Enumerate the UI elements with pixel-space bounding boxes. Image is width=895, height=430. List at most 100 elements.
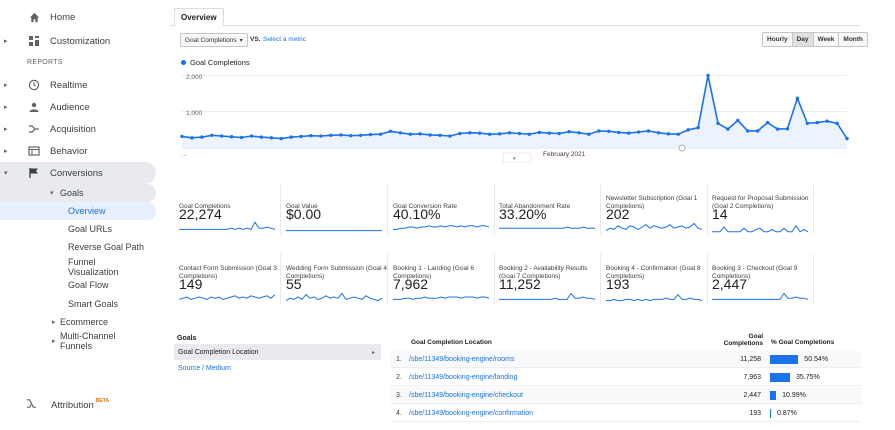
scorecard[interactable]: Request for Proposal Submission (Goal 2 … <box>712 180 816 240</box>
data-point <box>259 135 264 139</box>
nav-audience[interactable]: ▸ Audience <box>0 96 156 118</box>
scorecard[interactable]: Goal Value $0.00 <box>286 180 390 240</box>
nav-multichannel[interactable]: ▸ Multi-Channel Funnels <box>0 331 156 351</box>
hourly-button[interactable]: Hourly <box>763 33 792 46</box>
scorecard[interactable]: Booking 4 - Confirmation (Goal 8 Complet… <box>606 250 710 310</box>
sparkline <box>286 292 382 302</box>
nav-multichannel-label: Multi-Channel Funnels <box>60 331 116 351</box>
chevron-right-icon: ▸ <box>4 104 8 111</box>
data-point <box>408 132 412 136</box>
scorecard[interactable]: Booking 3 - Checkout (Goal 9 Completions… <box>712 250 816 310</box>
scorecard[interactable]: Booking 1 - Landing (Goal 6 Completions)… <box>393 250 497 310</box>
nav-home-label: Home <box>50 11 76 23</box>
nav-acquisition[interactable]: ▸ Acquisition <box>0 118 156 140</box>
scorecard[interactable]: Booking 2 - Availability Results (Goal 7… <box>499 250 603 310</box>
scorecard[interactable]: Newsletter Subscription (Goal 1 Completi… <box>606 180 710 240</box>
tab-overview[interactable]: Overview <box>174 8 224 27</box>
data-point <box>676 132 680 136</box>
nav-goals-label: Goals <box>60 188 84 198</box>
nav-smart-goals[interactable]: Smart Goals <box>0 295 156 313</box>
scorecard[interactable]: Total Abandonment Rate 33.20% <box>499 180 603 240</box>
beta-badge: BETA <box>95 398 110 404</box>
data-point <box>210 133 214 138</box>
chart-legend: Goal Completions <box>181 58 250 67</box>
row-share-bar <box>770 409 771 418</box>
sparkline <box>393 225 489 230</box>
table-row: 1. /sbe/11349/booking-engine/rooms 11,258 5… <box>391 351 861 368</box>
row-location-link[interactable]: /sbe/11349/booking-engine/landing <box>409 374 518 381</box>
goals-dimension-source-medium[interactable]: Source / Medium <box>178 365 231 372</box>
scorecard[interactable]: Goal Completions 22,274 <box>179 180 283 240</box>
data-point <box>726 127 730 131</box>
nav-conversions[interactable]: ▾ Conversions <box>0 162 156 184</box>
data-point <box>835 121 839 126</box>
nav-reverse-goal-path[interactable]: Reverse Goal Path <box>0 238 156 256</box>
col-location-header[interactable]: Goal Completion Location <box>411 339 492 346</box>
scorecard[interactable]: Contact Form Submission (Goal 3 Completi… <box>179 250 283 310</box>
goal-completions-chart: 2,000 1,000... February 2021 ▾ <box>180 73 849 163</box>
row-completions: 7,963 <box>743 374 761 381</box>
data-point <box>527 132 532 136</box>
data-point <box>478 131 482 135</box>
chart-collapse-toggle[interactable] <box>502 152 532 163</box>
dashboard-icon <box>27 34 41 48</box>
metric-select[interactable]: Goal Completions ▾ <box>180 33 248 47</box>
data-point <box>716 121 720 126</box>
data-point <box>418 132 422 136</box>
data-point <box>736 118 740 123</box>
col-pct-header[interactable]: % Goal Completions <box>771 339 835 346</box>
data-point <box>378 132 383 136</box>
data-point <box>487 132 492 136</box>
week-button[interactable]: Week <box>812 33 839 46</box>
nav-goals-overview[interactable]: Overview <box>0 202 156 220</box>
nav-attribution[interactable]: Attribution BETA <box>26 398 109 412</box>
data-point <box>448 134 452 138</box>
scorecard-value: 2,447 <box>712 276 748 292</box>
nav-goal-urls[interactable]: Goal URLs <box>0 220 156 238</box>
row-index: 4. <box>396 410 402 417</box>
nav-customization[interactable]: ▸ Customization <box>0 30 156 52</box>
scorecard[interactable]: Wedding Form Submission (Goal 4 Completi… <box>286 250 390 310</box>
nav-realtime[interactable]: ▸ Realtime <box>0 74 156 96</box>
row-index: 3. <box>396 392 402 399</box>
scorecard-title: Wedding Form Submission (Goal 4 Completi… <box>286 265 388 280</box>
scorecard[interactable]: Goal Conversion Rate 40.10% <box>393 180 497 240</box>
data-point <box>319 134 323 138</box>
data-point <box>666 132 671 136</box>
chevron-right-icon: ▸ <box>4 38 8 45</box>
sparkline <box>712 292 808 300</box>
nav-home[interactable]: Home <box>0 6 156 28</box>
row-location-link[interactable]: /sbe/11349/booking-engine/rooms <box>409 356 515 363</box>
nav-goal-flow[interactable]: Goal Flow <box>0 276 156 294</box>
table-row: 3. /sbe/11349/booking-engine/checkout 2,44… <box>391 387 861 404</box>
col-completions-header[interactable]: Goal Completions <box>713 333 763 347</box>
data-point <box>775 127 780 131</box>
scorecard-title: Booking 2 - Availability Results (Goal 7… <box>499 265 588 280</box>
row-location-link[interactable]: /sbe/11349/booking-engine/checkout <box>409 392 523 399</box>
nav-behavior[interactable]: ▸ Behavior <box>0 140 156 162</box>
row-pct: 35.75% <box>796 374 820 381</box>
scorecard-title: Contact Form Submission (Goal 3 Completi… <box>179 265 277 280</box>
goals-dimension-selected[interactable]: Goal Completion Location ▸ <box>174 344 381 360</box>
sparkline <box>179 294 275 300</box>
data-point <box>537 130 542 135</box>
nav-funnel-visualization[interactable]: Funnel Visualization <box>0 256 156 278</box>
row-location-link[interactable]: /sbe/11349/booking-engine/confirmation <box>409 410 534 417</box>
scorecard-divider <box>600 254 601 304</box>
select-metric-link[interactable]: Select a metric <box>263 36 306 43</box>
nav-goals[interactable]: ▾ Goals <box>0 184 156 202</box>
nav-ecommerce[interactable]: ▸ Ecommerce <box>0 313 156 331</box>
month-button[interactable]: Month <box>838 33 867 46</box>
scorecard-title: Goal Conversion Rate <box>393 203 457 210</box>
acquisition-icon <box>27 122 41 136</box>
sidebar: Home ▸ Customization REPORTS ▸ Realtime … <box>0 0 156 430</box>
home-icon <box>27 10 41 24</box>
scorecard-divider <box>707 184 708 234</box>
sparkline <box>393 296 489 300</box>
sparkline <box>499 292 595 300</box>
data-point <box>567 129 571 134</box>
data-point <box>368 132 373 137</box>
scorecard-divider <box>494 184 495 234</box>
scorecard-title: Request for Proposal Submission (Goal 2 … <box>712 195 809 210</box>
day-button[interactable]: Day <box>791 33 813 46</box>
